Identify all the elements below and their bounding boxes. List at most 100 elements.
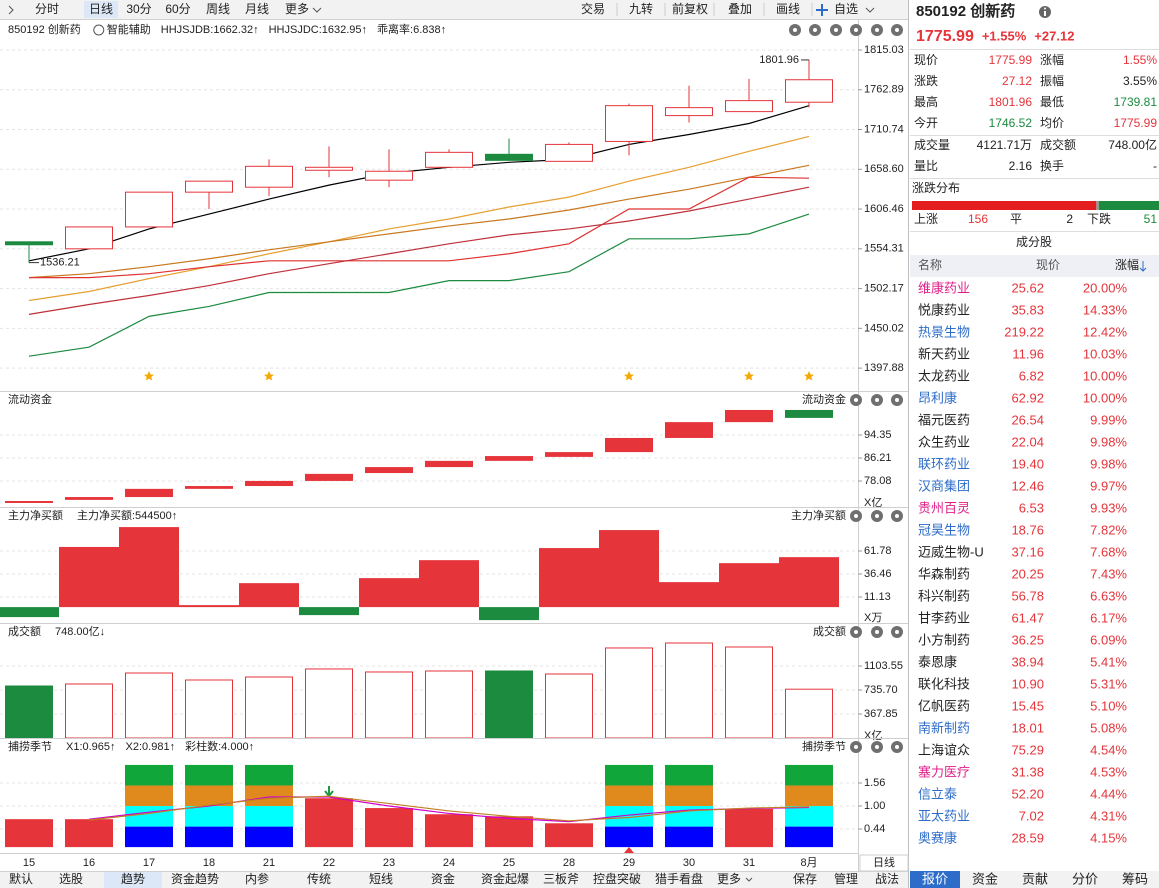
y-tick-label: 61.78 — [864, 545, 892, 557]
stock-name[interactable]: 泰恩康 — [918, 654, 957, 669]
bottom-tab[interactable]: 更多 — [717, 872, 741, 886]
assist-icon[interactable] — [93, 24, 105, 36]
period-tab[interactable]: 30分 — [126, 2, 151, 16]
bottom-tab[interactable]: 控盘突破 — [593, 871, 641, 886]
stock-pct: 4.53% — [1090, 764, 1127, 779]
bottom-action[interactable]: 管理 — [834, 871, 858, 886]
tab-active-bg — [104, 872, 162, 888]
stock-name[interactable]: 贵州百灵 — [918, 500, 970, 515]
stock-name[interactable]: 上海谊众 — [918, 742, 970, 757]
period-label[interactable]: 日线 — [873, 855, 895, 869]
bottom-tab[interactable]: 内参 — [245, 871, 269, 886]
stock-pct: 12.42% — [1083, 324, 1128, 339]
side-tab[interactable]: 贡献 — [1022, 871, 1048, 886]
season-band — [245, 785, 293, 807]
panel-icon-core — [895, 745, 899, 749]
tool-button[interactable]: 前复权 — [672, 1, 708, 16]
stock-name[interactable]: 众生药业 — [918, 434, 970, 449]
y-tick-label: 1658.60 — [864, 163, 904, 175]
stock-name[interactable]: 维康药业 — [918, 280, 970, 295]
stock-name[interactable]: 华森制药 — [918, 566, 970, 581]
period-tab[interactable]: 分时 — [35, 2, 59, 16]
assist-label[interactable]: 智能辅助 — [107, 22, 151, 36]
stock-price: 15.45 — [1011, 698, 1044, 713]
stock-name[interactable]: 悦康药业 — [918, 302, 970, 317]
col-header[interactable]: 现价 — [1036, 258, 1060, 272]
tool-button[interactable]: 自选 — [834, 2, 858, 16]
flow-bar — [665, 422, 713, 438]
bottom-tab[interactable]: 趋势 — [121, 872, 145, 886]
y-tick-label: 735.70 — [864, 684, 898, 696]
bottom-tab[interactable]: 短线 — [369, 872, 393, 886]
volume-bar — [665, 642, 713, 739]
tool-button[interactable]: 交易 — [581, 1, 605, 16]
volume-bar — [485, 670, 533, 739]
candle-body — [5, 241, 53, 246]
period-tab[interactable]: 月线 — [245, 2, 269, 16]
net-bar — [539, 548, 599, 608]
bottom-action[interactable]: 战法 — [875, 872, 899, 886]
net-bar — [479, 607, 539, 621]
bottom-tab[interactable]: 资金 — [431, 871, 455, 886]
field-value: 748.00亿 — [1108, 137, 1157, 152]
y-tick-label: 1397.88 — [864, 362, 904, 374]
stock-name[interactable]: 福元医药 — [918, 412, 970, 427]
period-tab[interactable]: 周线 — [206, 2, 230, 16]
stock-name[interactable]: 信立泰 — [918, 786, 957, 801]
season-bar — [725, 808, 773, 848]
panel-icon-core — [854, 398, 858, 402]
period-tab[interactable]: 60分 — [165, 2, 190, 16]
stock-name[interactable]: 奥赛康 — [918, 830, 957, 845]
stock-name[interactable]: 南新制药 — [918, 720, 970, 735]
bottom-action[interactable]: 保存 — [793, 872, 817, 886]
stock-name[interactable]: 太龙药业 — [918, 368, 970, 383]
stock-pct: 10.00% — [1083, 390, 1128, 405]
period-tab[interactable]: 更多 — [285, 2, 309, 16]
bottom-tab[interactable]: 资金趋势 — [171, 871, 219, 886]
tool-button[interactable]: 画线 — [776, 2, 800, 16]
net-bar — [599, 530, 659, 608]
bottom-tab[interactable]: 传统 — [307, 871, 331, 886]
bottom-tab[interactable]: 猎手看盘 — [655, 871, 703, 886]
flow-bar — [725, 409, 773, 423]
stock-pct: 4.44% — [1090, 786, 1127, 801]
tool-button[interactable]: 叠加 — [728, 2, 752, 16]
side-tab[interactable]: 报价 — [922, 871, 948, 886]
stock-name[interactable]: 冠昊生物 — [918, 522, 970, 537]
stock-name[interactable]: 亚太药业 — [918, 808, 970, 823]
stock-name[interactable]: 昂利康 — [918, 390, 957, 405]
bottom-tab[interactable]: 选股 — [59, 872, 83, 886]
stock-name[interactable]: 迈威生物-U — [918, 544, 984, 559]
stock-name[interactable]: 甘李药业 — [918, 610, 970, 625]
bottom-tab[interactable]: 三板斧 — [543, 872, 579, 886]
stock-name[interactable]: 汉商集团 — [918, 478, 970, 493]
y-tick-label: 1103.55 — [864, 660, 903, 672]
stock-pct: 9.97% — [1090, 478, 1127, 493]
bottom-tab[interactable]: 默认 — [9, 871, 33, 886]
season-band — [605, 806, 653, 827]
stock-name[interactable]: 小方制药 — [918, 632, 970, 647]
side-tab[interactable]: 筹码 — [1122, 871, 1148, 886]
stock-name[interactable]: 联环药业 — [918, 456, 970, 471]
stock-name[interactable]: 亿帆医药 — [918, 698, 970, 713]
stock-name[interactable]: 联化科技 — [918, 676, 970, 691]
period-tab[interactable]: 日线 — [89, 2, 113, 16]
stock-pct: 6.17% — [1090, 610, 1127, 625]
stock-name[interactable]: 科兴制药 — [918, 588, 970, 603]
side-tab[interactable]: 资金 — [972, 871, 998, 886]
col-header[interactable]: 涨幅 — [1115, 257, 1139, 272]
side-tab[interactable]: 分价 — [1072, 871, 1098, 886]
side-tabs-bg — [910, 871, 1159, 888]
stock-name[interactable]: 塞力医疗 — [918, 764, 970, 779]
panel-icon-core — [875, 28, 879, 32]
x-tick-label: 21 — [263, 857, 275, 869]
stock-name[interactable]: 热景生物 — [918, 324, 970, 339]
tool-button[interactable]: 九转 — [629, 1, 653, 16]
stock-pct: 5.31% — [1090, 676, 1127, 691]
panel-icon-core — [875, 630, 879, 634]
back-icon[interactable] — [8, 5, 14, 15]
bottom-tab[interactable]: 资金起爆 — [481, 871, 529, 886]
stock-name[interactable]: 新天药业 — [918, 346, 970, 361]
period-box[interactable] — [859, 854, 909, 872]
